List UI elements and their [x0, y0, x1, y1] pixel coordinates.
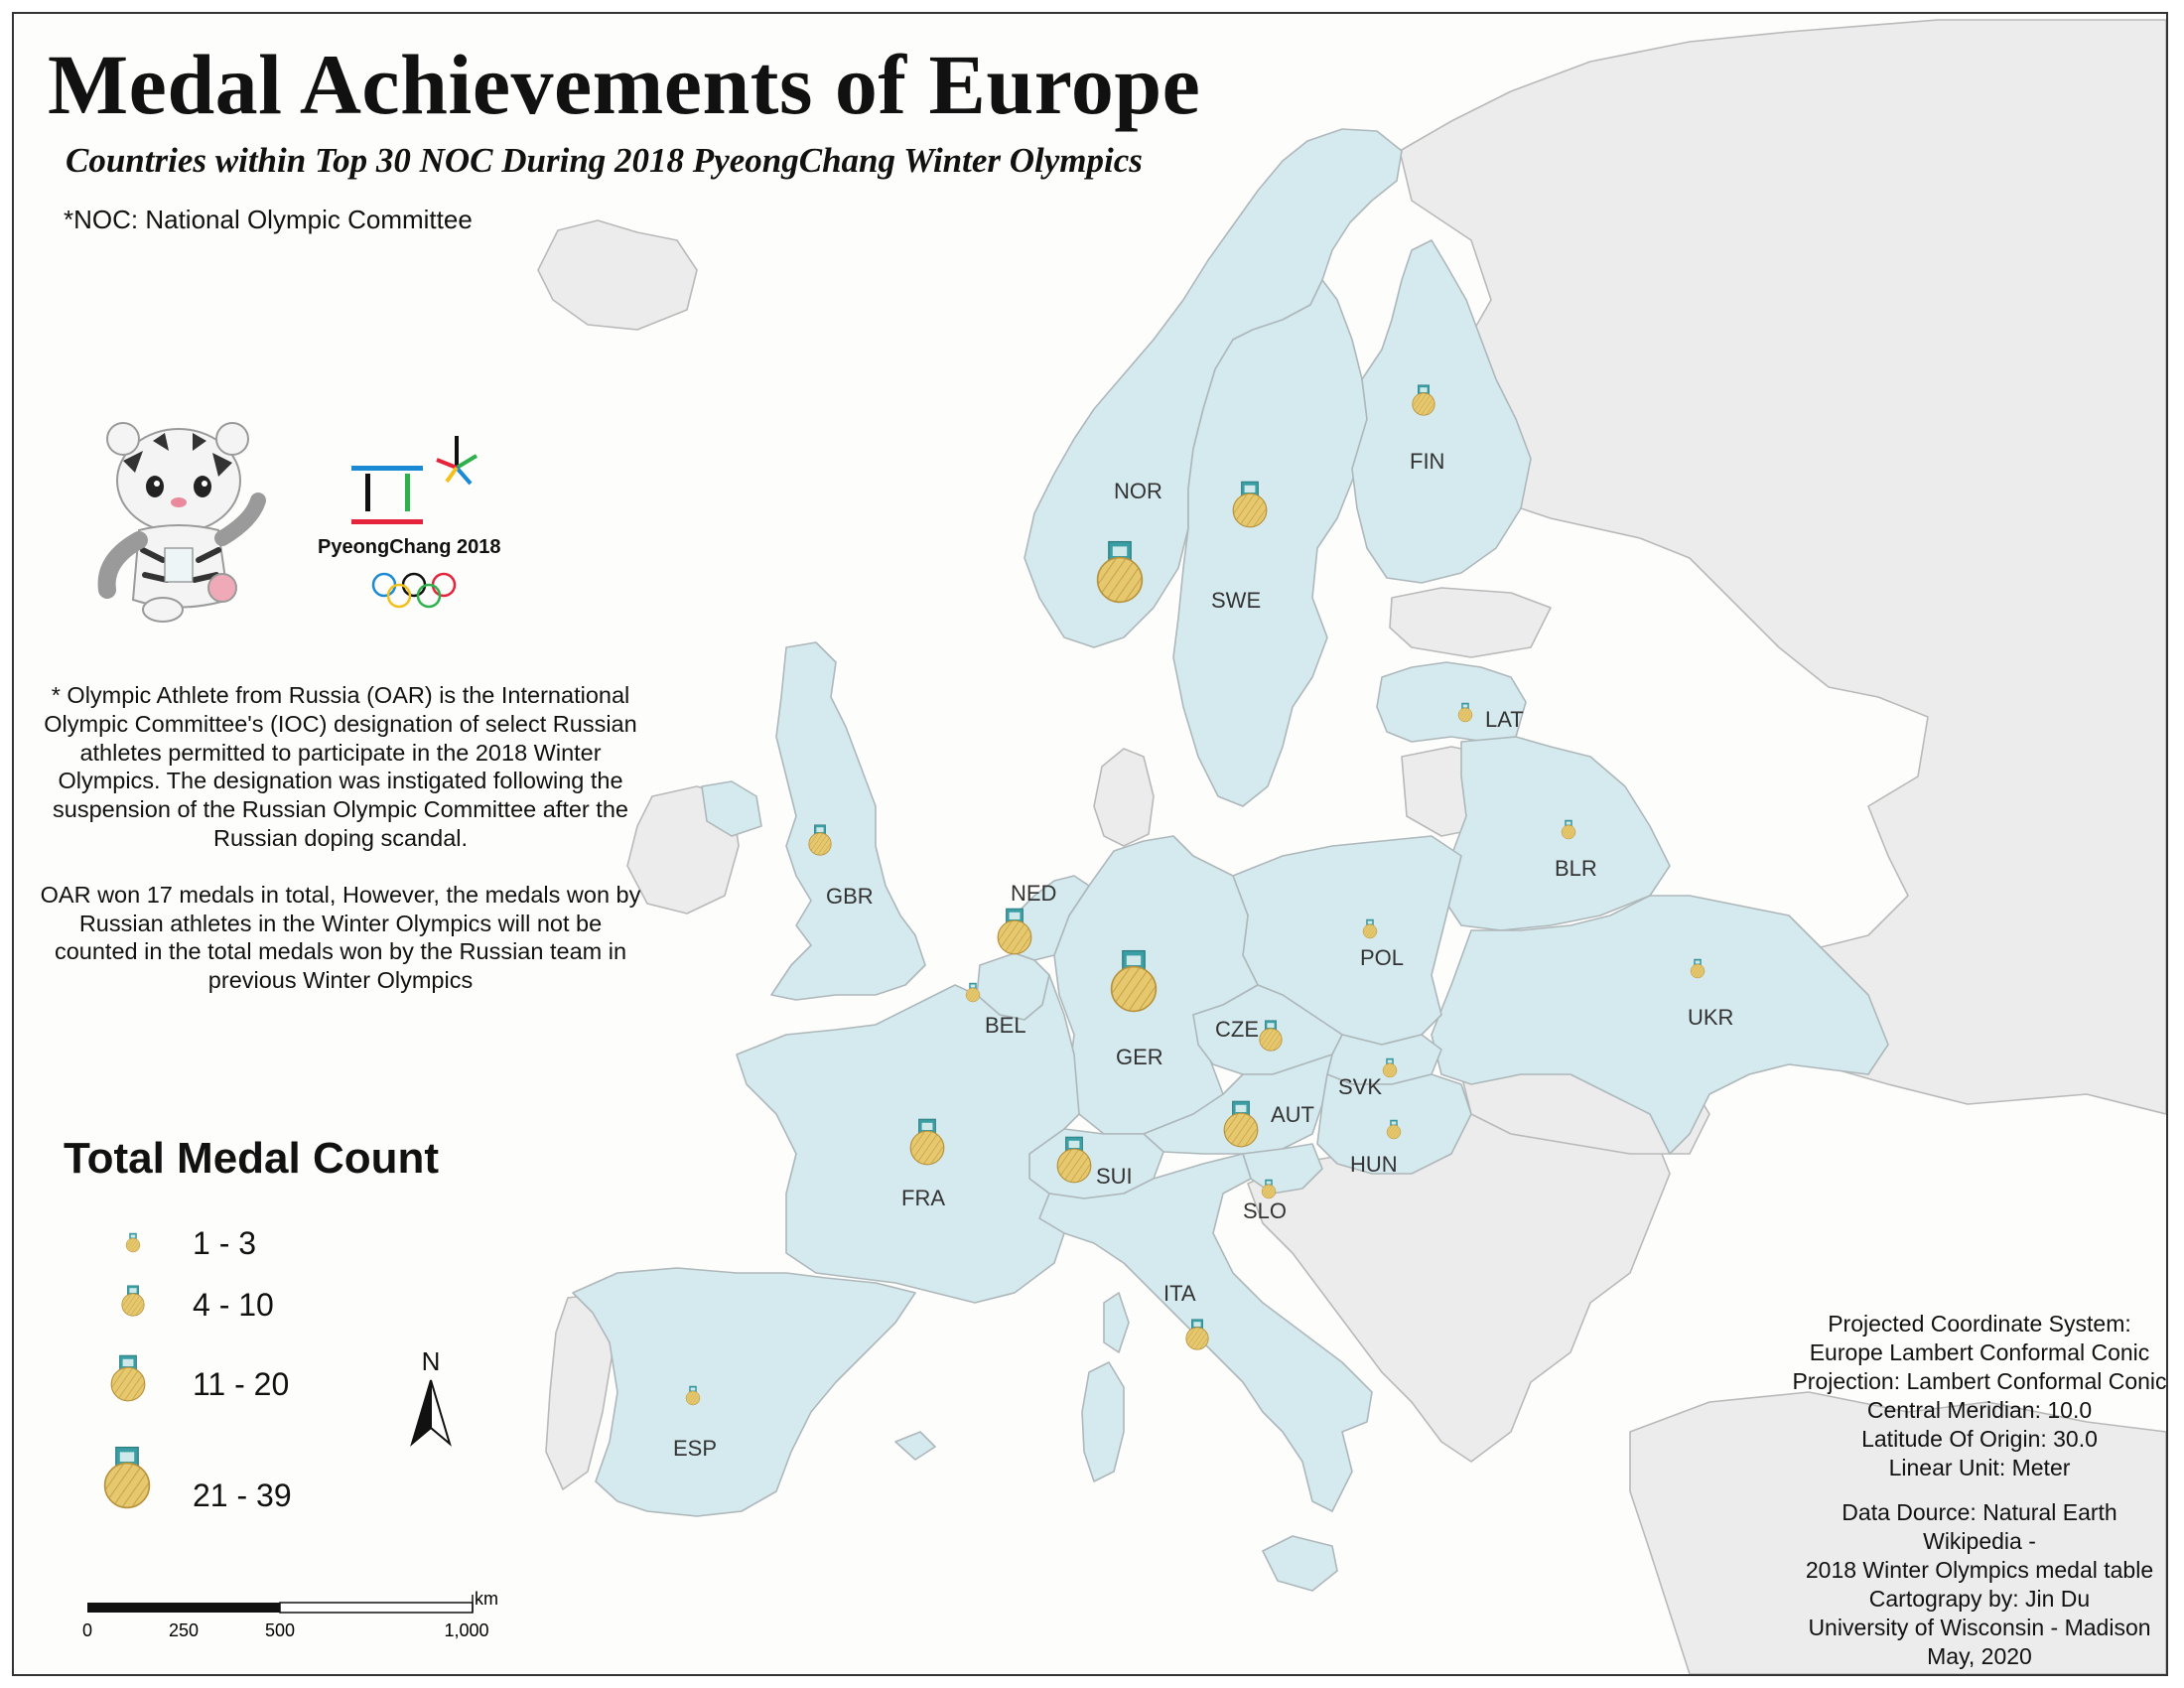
- legend-label: 1 - 3: [193, 1225, 257, 1261]
- info-line: Projection: Lambert Conformal Conic: [1792, 1368, 2167, 1394]
- olympic-rings-icon: [371, 572, 457, 609]
- credits-info: Data Dource: Natural Earth Wikipedia - 2…: [1751, 1498, 2166, 1671]
- label-fin: FIN: [1410, 449, 1444, 474]
- info-line: May, 2020: [1927, 1643, 2032, 1669]
- legend-title: Total Medal Count: [64, 1134, 440, 1183]
- country-esp: [572, 1267, 936, 1517]
- oar-note: * Olympic Athlete from Russia (OAR) is t…: [38, 681, 643, 1023]
- legend-medal-large-icon: [110, 1354, 146, 1402]
- label-ukr: UKR: [1688, 1005, 1733, 1030]
- europe-map: NOR GER SWE NED FRA SUI AUT ITA GBR FIN …: [537, 19, 2166, 1674]
- label-gbr: GBR: [826, 884, 874, 909]
- map-info: Projected Coordinate System: Europe Lamb…: [1751, 1310, 2167, 1674]
- label-cze: CZE: [1215, 1017, 1259, 1042]
- country-ukr: [1431, 895, 1889, 1155]
- country-ita: [1038, 1153, 1373, 1592]
- info-line: 2018 Winter Olympics medal table: [1805, 1557, 2154, 1583]
- legend-medal-xlarge-icon: [103, 1446, 151, 1509]
- label-pol: POL: [1360, 945, 1404, 970]
- info-line: Wikipedia -: [1923, 1528, 2036, 1554]
- label-lat: LAT: [1485, 707, 1524, 732]
- info-line: Projected Coordinate System:: [1828, 1311, 2131, 1336]
- scale-tick: 500: [265, 1620, 295, 1640]
- label-ned: NED: [1011, 881, 1056, 906]
- info-line: Central Meridian: 10.0: [1866, 1397, 2093, 1423]
- map-frame: NOR GER SWE NED FRA SUI AUT ITA GBR FIN …: [12, 12, 2168, 1676]
- label-sui: SUI: [1096, 1164, 1133, 1189]
- label-nor: NOR: [1114, 479, 1162, 503]
- north-arrow-icon: N: [410, 1346, 452, 1447]
- oar-note-paragraph-2: OAR won 17 medals in total, However, the…: [40, 881, 641, 994]
- label-slo: SLO: [1243, 1198, 1287, 1223]
- other-land: [537, 19, 2166, 1674]
- noc-note: *NOC: National Olympic Committee: [64, 205, 473, 234]
- turkey-land: [1629, 1391, 2166, 1674]
- info-line: Europe Lambert Conformal Conic: [1809, 1339, 2150, 1365]
- map-subtitle: Countries within Top 30 NOC During 2018 …: [66, 141, 1143, 180]
- info-line: Linear Unit: Meter: [1888, 1455, 2071, 1480]
- country-gbr: [701, 641, 926, 1001]
- label-swe: SWE: [1211, 588, 1261, 613]
- label-esp: ESP: [673, 1436, 717, 1461]
- label-aut: AUT: [1271, 1102, 1314, 1127]
- label-hun: HUN: [1350, 1152, 1398, 1177]
- legend-label: 4 - 10: [193, 1287, 274, 1323]
- denmark-land: [1093, 748, 1155, 847]
- label-blr: BLR: [1555, 856, 1597, 881]
- country-labels: NOR GER SWE NED FRA SUI AUT ITA GBR FIN …: [673, 449, 1733, 1461]
- label-svk: SVK: [1338, 1074, 1382, 1099]
- scale-tick: 250: [169, 1620, 199, 1640]
- label-fra: FRA: [901, 1186, 945, 1210]
- label-ger: GER: [1116, 1045, 1163, 1069]
- info-line: Data Dource: Natural Earth: [1842, 1499, 2117, 1525]
- country-fin: [1351, 239, 1532, 584]
- label-bel: BEL: [985, 1013, 1026, 1038]
- country-blr: [1440, 736, 1671, 931]
- info-line: University of Wisconsin - Madison: [1808, 1615, 2151, 1640]
- scale-tick: 0: [82, 1620, 92, 1640]
- oar-note-paragraph-1: * Olympic Athlete from Russia (OAR) is t…: [44, 682, 637, 851]
- legend-medal-small-icon: [125, 1232, 141, 1253]
- label-ita: ITA: [1163, 1281, 1196, 1306]
- pyeongchang-emblem-icon: [351, 436, 478, 524]
- country-slo: [1242, 1143, 1323, 1195]
- legend-label: 21 - 39: [193, 1477, 292, 1513]
- legend-label: 11 - 20: [193, 1366, 290, 1402]
- scale-tick: 1,000: [444, 1620, 488, 1640]
- info-line: Cartograpy by: Jin Du: [1868, 1586, 2091, 1612]
- scale-bar: km 0 250 500 1,000: [82, 1591, 498, 1640]
- projection-info: Projected Coordinate System: Europe Lamb…: [1751, 1310, 2167, 1482]
- legend-medal-medium-icon: [121, 1285, 145, 1317]
- scale-unit: km: [475, 1591, 498, 1609]
- map-title: Medal Achievements of Europe: [48, 37, 1201, 132]
- north-arrow-label: N: [422, 1346, 441, 1376]
- info-line: Latitude Of Origin: 30.0: [1861, 1426, 2098, 1452]
- logo-caption: PyeongChang 2018: [318, 536, 501, 558]
- iceland-land: [537, 219, 698, 331]
- country-swe: [1172, 279, 1368, 807]
- soohorang-mascot-icon: [97, 422, 266, 623]
- baltics-other-land: [1389, 587, 1552, 658]
- legend: Total Medal Count 1 - 3 4 - 10 11 - 20 2…: [54, 1134, 490, 1551]
